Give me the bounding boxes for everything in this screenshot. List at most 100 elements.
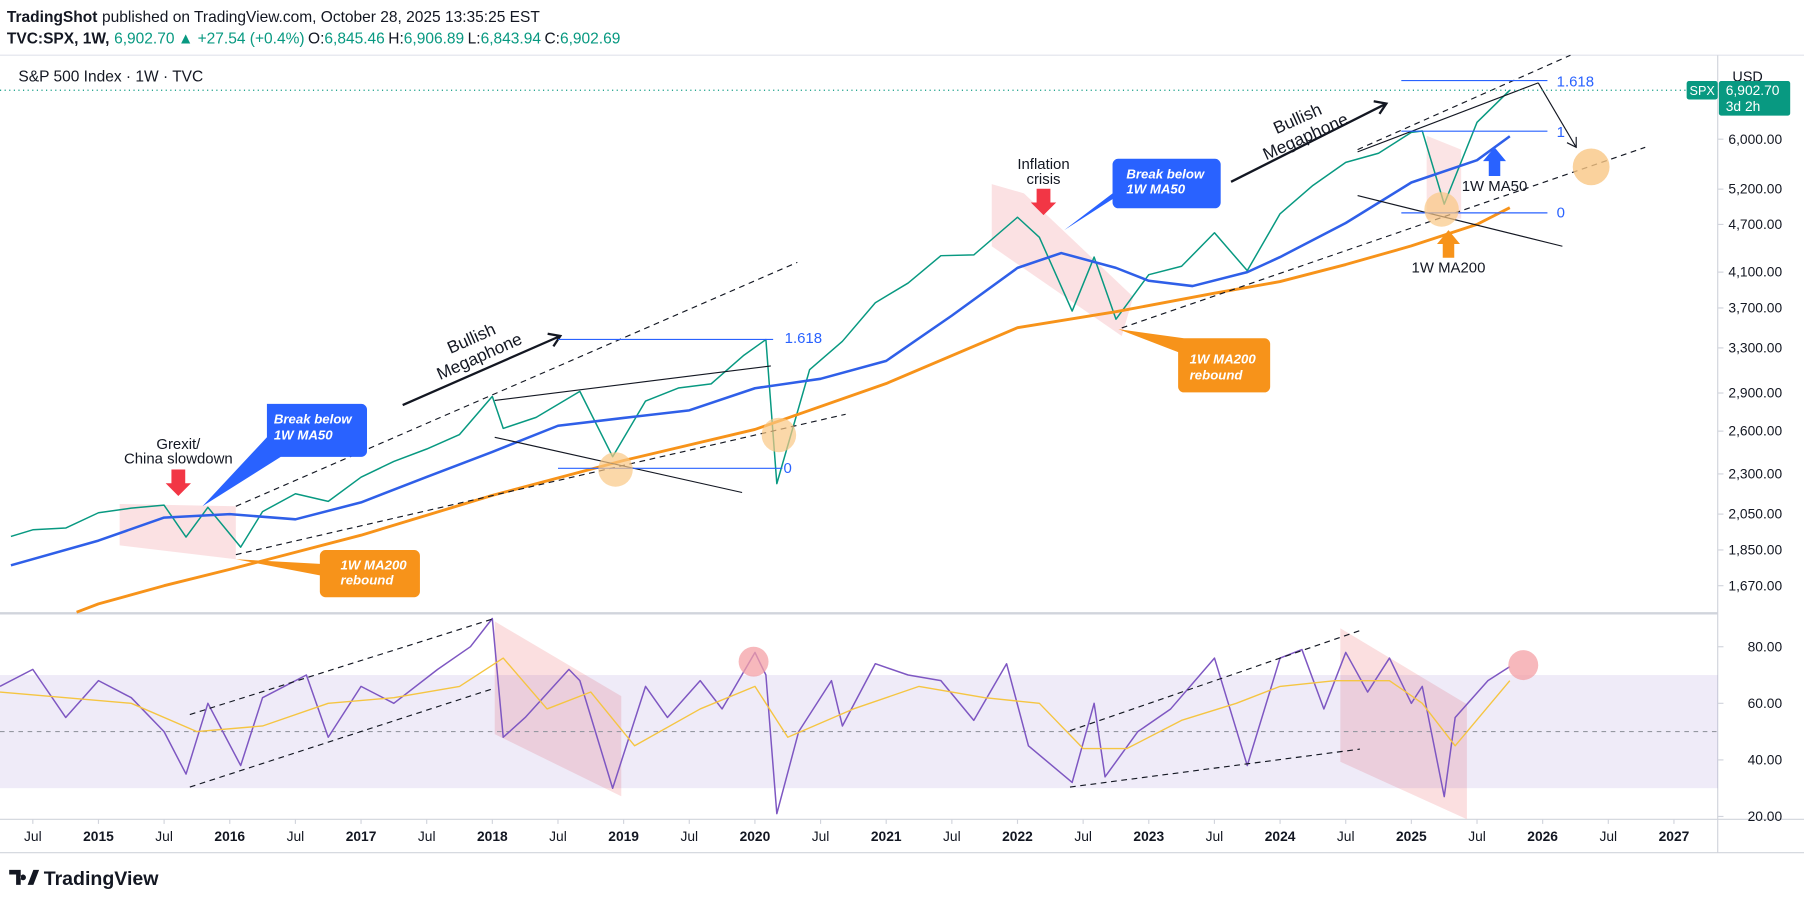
fib-label: 0 (1557, 204, 1565, 221)
y-tick-label: 1,670.00 (1728, 578, 1782, 593)
y-tick-label: 2,900.00 (1728, 386, 1782, 401)
zone (494, 621, 622, 797)
change: ▲ +27.54 (+0.4%) (178, 31, 305, 48)
symbol-badge-text: SPX (1690, 84, 1716, 98)
x-tick-label: 2023 (1133, 829, 1164, 844)
x-tick-label: Jul (155, 829, 173, 844)
callout-text: 1W MA50 (1126, 181, 1185, 196)
symbol-line: TVC:SPX, 1W, 6,902.70 ▲ +27.54 (+0.4%) O:6,… (7, 31, 620, 48)
x-tick-label: Jul (1468, 829, 1486, 844)
y-tick-label: 6,000.00 (1728, 132, 1782, 147)
y-tick-label: 80.00 (1748, 639, 1783, 654)
megaphone-arrow (402, 334, 561, 407)
x-tick-label: 2027 (1659, 829, 1690, 844)
zone (991, 184, 1134, 337)
x-tick-label: Jul (1206, 829, 1224, 844)
callout-text: Break below (1126, 166, 1205, 181)
callout (1118, 329, 1271, 393)
price-badge (1718, 81, 1791, 116)
highlight (1424, 192, 1459, 227)
callout (235, 550, 420, 598)
channel-line (189, 618, 493, 716)
highlight (1572, 148, 1610, 186)
highlight (738, 646, 769, 677)
y-tick-label: 4,700.00 (1728, 217, 1782, 232)
channel-line (1357, 54, 1571, 151)
down-arrow (1030, 188, 1057, 216)
projection-arrow (1537, 82, 1577, 148)
annotation: 1W MA200 (1412, 260, 1486, 277)
y-tick-label: 4,100.00 (1728, 265, 1782, 280)
low: 6,843.94 (481, 31, 542, 48)
x-tick-label: Jul (812, 829, 830, 844)
y-tick-label: 40.00 (1748, 752, 1783, 767)
fib-label: 0 (783, 460, 791, 477)
callout-text: 1W MA200 (341, 558, 408, 573)
callout-text: rebound (341, 573, 395, 588)
series-line (10, 135, 1511, 567)
highlight (598, 452, 633, 487)
channel-line (235, 413, 846, 556)
open-label: O: (308, 31, 324, 48)
x-tick-label: 2025 (1396, 829, 1427, 844)
x-tick-label: Jul (1599, 829, 1617, 844)
x-tick-label: Jul (943, 829, 961, 844)
x-tick-label: 2016 (214, 829, 245, 844)
y-tick-label: 2,050.00 (1728, 507, 1782, 522)
close: 6,902.69 (560, 31, 620, 48)
y-tick-label: 3,300.00 (1728, 341, 1782, 356)
x-tick-label: Jul (287, 829, 305, 844)
x-tick-label: 2024 (1265, 829, 1296, 844)
symbol-badge (1686, 81, 1718, 100)
x-tick-label: Jul (680, 829, 698, 844)
channels (189, 54, 1646, 788)
logo-mark (9, 869, 40, 885)
zone (1340, 628, 1467, 820)
series-line (76, 206, 1511, 614)
y-tick-label: 5,200.00 (1728, 182, 1782, 197)
series-line (0, 657, 1511, 750)
low-label: L: (468, 31, 481, 48)
x-tick-label: 2022 (1002, 829, 1033, 844)
annotation: crisis (1026, 171, 1060, 188)
highlights (598, 148, 1610, 681)
x-tick-label: 2026 (1527, 829, 1558, 844)
up-arrow (1436, 230, 1460, 258)
up-arrow (1483, 147, 1507, 177)
channel-line (1069, 748, 1360, 788)
y-tick-label: 1,850.00 (1728, 543, 1782, 558)
callout-text: rebound (1190, 368, 1244, 383)
chart-title: S&P 500 Index · 1W · TVC (18, 69, 203, 86)
high: 6,906.89 (404, 31, 464, 48)
fib-label: 1 (1557, 124, 1565, 141)
high-label: H: (388, 31, 404, 48)
megaphone-line (1357, 82, 1539, 153)
countdown: 3d 2h (1726, 99, 1761, 114)
footer-logo: TradingView (9, 868, 159, 890)
x-tick-label: Jul (549, 829, 567, 844)
price-badge-text: 6,902.70 (1726, 83, 1780, 98)
symbol: TVC:SPX, 1W, (7, 31, 110, 48)
x-tick-label: Jul (1074, 829, 1092, 844)
x-tick-label: 2021 (871, 829, 902, 844)
publisher: TradingShot (7, 9, 98, 26)
annotation: Grexit/ (156, 436, 201, 453)
megaphone-arrow (1373, 100, 1389, 115)
megaphone-arrow (547, 332, 563, 347)
y-tick-label: 2,300.00 (1728, 467, 1782, 482)
publish-info: published on TradingView.com, October 28… (102, 9, 540, 26)
x-tick-label: 2017 (346, 829, 377, 844)
projection-arrow (1566, 136, 1577, 149)
y-tick-label: 20.00 (1748, 809, 1783, 824)
publish-line: TradingShot published on TradingView.com,… (7, 9, 540, 26)
series-line (0, 617, 1511, 815)
callout (202, 403, 368, 507)
zone (119, 504, 236, 560)
megaphone-line (1357, 195, 1563, 247)
fib-label: 1.618 (1557, 73, 1594, 90)
y-tick-label: 3,700.00 (1728, 301, 1782, 316)
open: 6,845.46 (324, 31, 384, 48)
channel-line (235, 261, 798, 507)
